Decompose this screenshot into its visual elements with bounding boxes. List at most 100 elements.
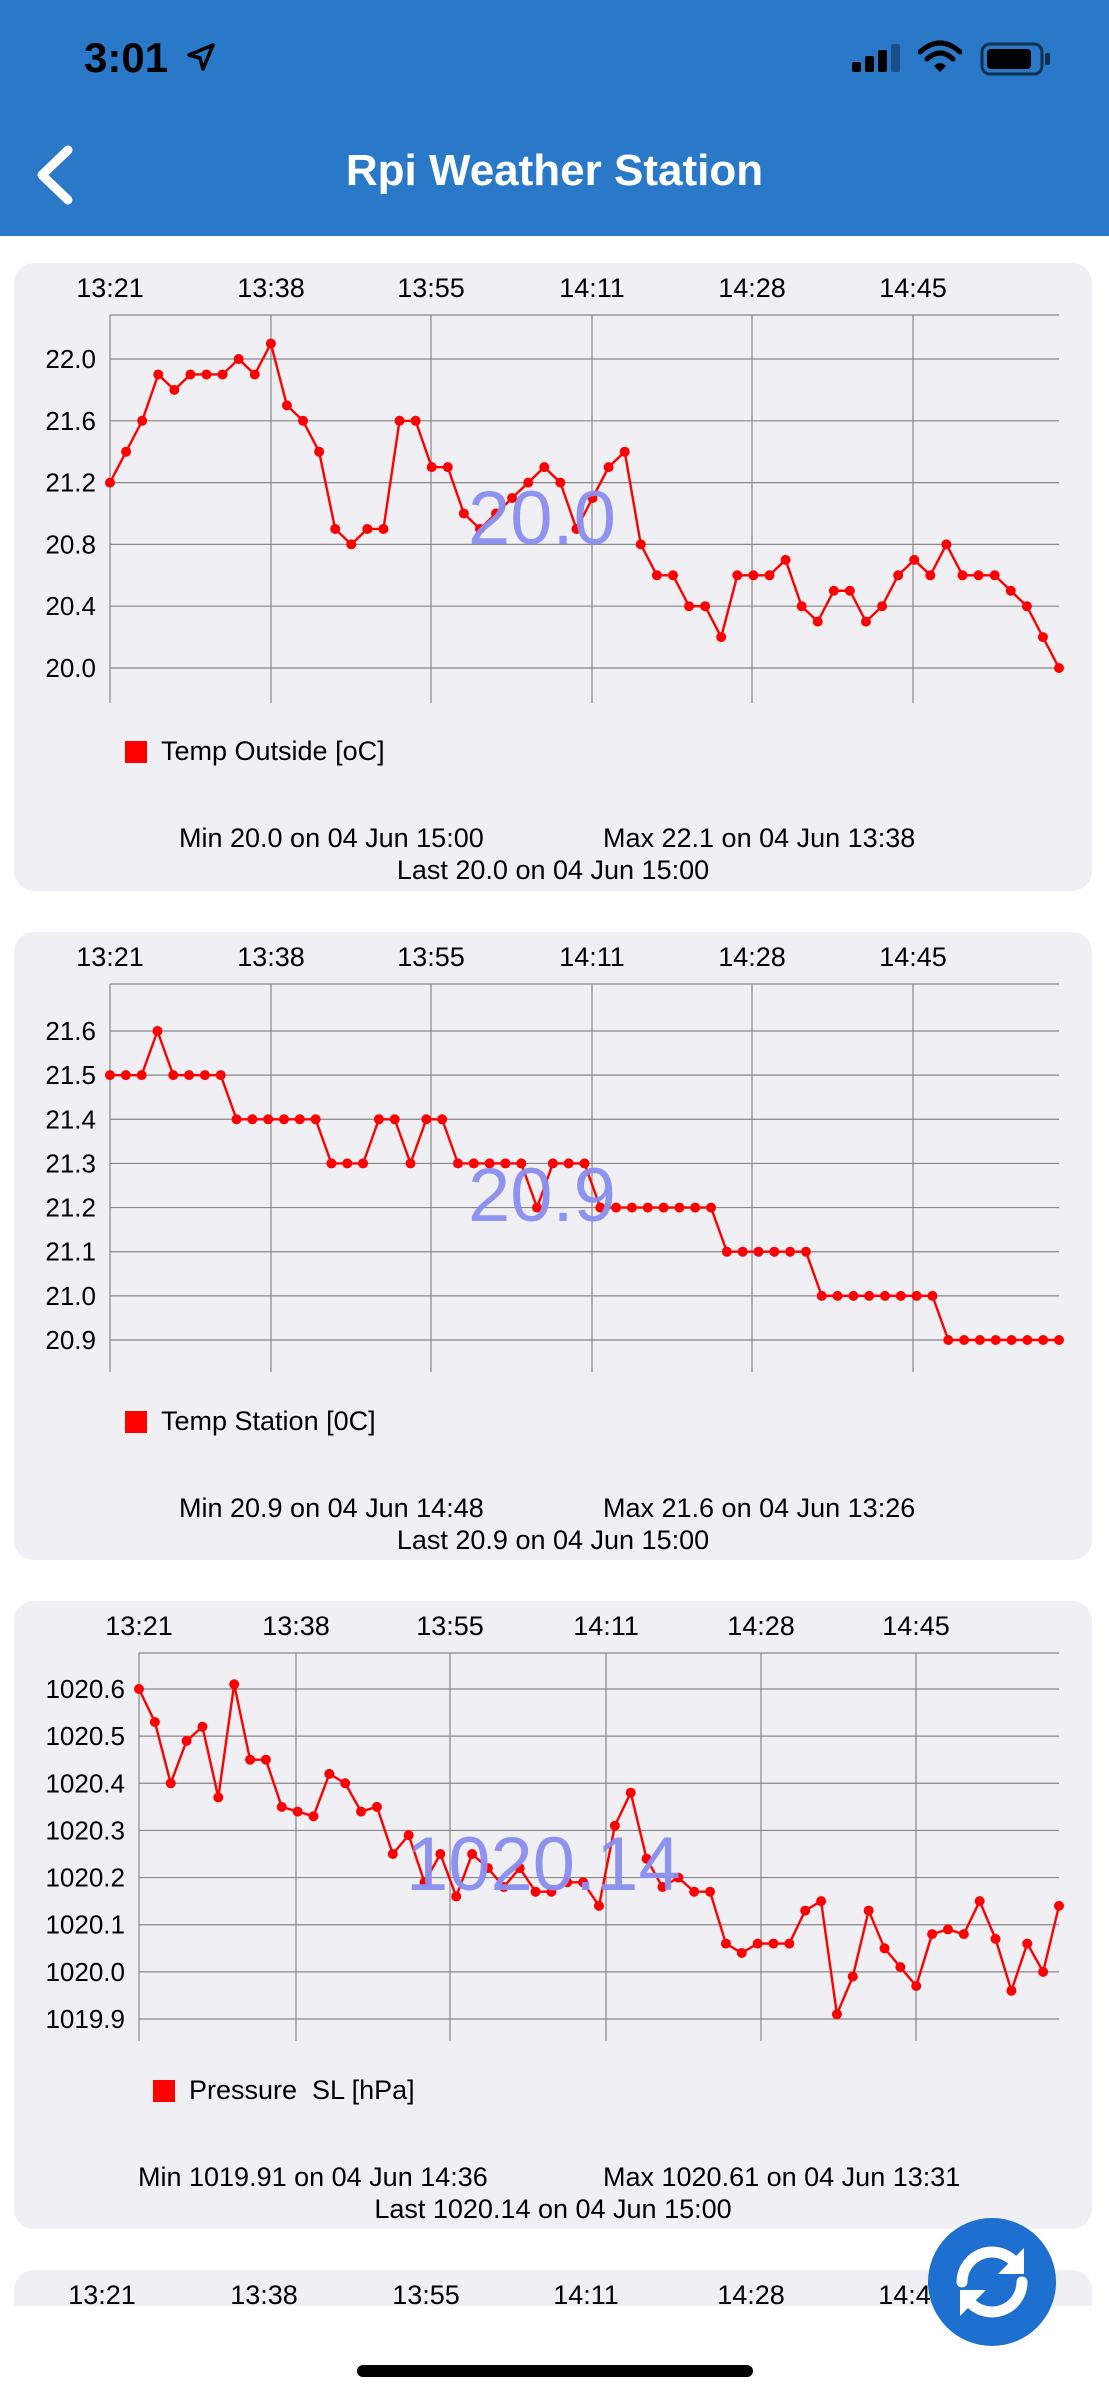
home-indicator [357,2365,753,2377]
data-point [796,601,807,612]
data-point [990,1335,1001,1345]
data-point [1054,1335,1064,1345]
data-point [233,354,244,364]
chart-card-pressure: 13:21 13:38 13:55 14:11 14:28 14:45 1020.6 1020… [14,1601,1092,2229]
data-point [514,1863,525,1874]
legend-swatch [153,2079,175,2102]
data-point [405,1158,416,1169]
chart-legend: Pressure SL [hPa] [153,2075,415,2106]
data-point [371,1801,382,1812]
y-tick-label: 20.8 [45,529,96,559]
data-point [308,1811,319,1822]
status-time: 3:01 [84,34,169,81]
data-point [215,1070,226,1081]
data-point [217,369,228,380]
data-point [768,1938,779,1949]
legend-label: Temp Station [0C] [161,1406,376,1436]
data-point [451,1891,462,1902]
data-point [199,1070,210,1081]
data-point [452,1158,463,1169]
data-point [732,570,743,581]
data-point [105,477,115,488]
x-tick-label: 13:38 [237,273,305,303]
max-stat: Max 21.6 on 04 Jun 13:26 [603,1493,916,1523]
data-point [539,462,550,473]
data-point [484,1158,495,1169]
data-point [974,1896,985,1907]
data-point [229,1679,240,1690]
x-tick-label: 14:28 [727,1611,795,1641]
data-point [500,1158,511,1169]
data-point [181,1735,192,1746]
legend-label: Temp Outside [oC] [161,736,385,766]
partial-chart-axis: 13:21 13:38 13:55 14:11 14:28 14:45 [68,2280,946,2306]
data-point [651,570,662,581]
refresh-button[interactable] [928,2218,1056,2346]
max-stat: Max 1020.61 on 04 Jun 13:31 [603,2162,961,2192]
data-point [828,585,839,596]
app-header: 3:01 Rpi Weather Station [0,0,1109,236]
x-tick-label: 14:11 [559,273,625,303]
data-point [523,477,534,488]
location-arrow-icon [187,43,215,71]
x-tick-label: 14:45 [882,1611,950,1641]
data-point [437,1114,448,1125]
back-button[interactable] [30,140,90,210]
data-point [330,523,341,534]
data-point [737,1246,748,1257]
data-point [547,1158,558,1169]
y-tick-label: 1019.9 [45,2004,125,2034]
data-point [812,616,823,627]
data-point [579,1158,590,1169]
data-point [1006,1335,1017,1345]
data-point [943,1335,954,1345]
data-point [134,1684,144,1694]
y-tick-label: 21.6 [45,1016,96,1046]
data-point [260,1754,271,1765]
y-tick-label: 1020.1 [45,1910,125,1940]
data-point [562,1877,573,1888]
data-point [831,2009,842,2020]
y-tick-label: 1020.4 [45,1768,125,1798]
data-point [587,493,598,504]
data-point [635,539,646,550]
data-point [990,1933,1001,1944]
data-point [769,1246,780,1257]
data-point [609,1820,620,1831]
data-point [673,1872,684,1883]
data-point [911,1290,922,1301]
x-tick-label: 13:38 [230,2280,298,2306]
data-point [249,369,260,380]
y-tick-label: 20.9 [45,1325,96,1355]
data-point [720,1938,731,1949]
legend-swatch [125,1410,147,1433]
data-point [611,1202,622,1213]
data-point [356,1806,367,1817]
data-point [213,1792,224,1803]
chart-card-temp-station: 13:21 13:38 13:55 14:11 14:28 14:45 21.6 21.5 21… [14,932,1092,1560]
data-point [736,1948,747,1958]
data-point [563,1158,574,1169]
data-point [362,523,373,534]
data-point [201,369,212,380]
x-tick-label: 13:21 [76,273,144,303]
data-point [197,1721,208,1732]
data-point [310,1114,321,1125]
data-point [435,1849,446,1859]
data-point [832,1290,843,1301]
data-point [458,508,469,519]
y-tick-label: 20.4 [45,591,96,621]
data-point [800,1246,811,1257]
data-point [625,1787,636,1798]
x-tick-label: 14:11 [573,1611,639,1641]
data-point [957,570,968,581]
data-point [442,462,453,473]
data-point [149,1717,160,1727]
data-point [684,601,695,612]
data-point [1038,1335,1049,1345]
data-point [136,1070,147,1081]
y-tick-label: 21.3 [45,1148,96,1178]
data-point [184,1070,195,1081]
data-point [247,1114,258,1125]
temp-station-chart: 13:21 13:38 13:55 14:11 14:28 14:45 21.6 21.5 21… [45,942,1064,1372]
